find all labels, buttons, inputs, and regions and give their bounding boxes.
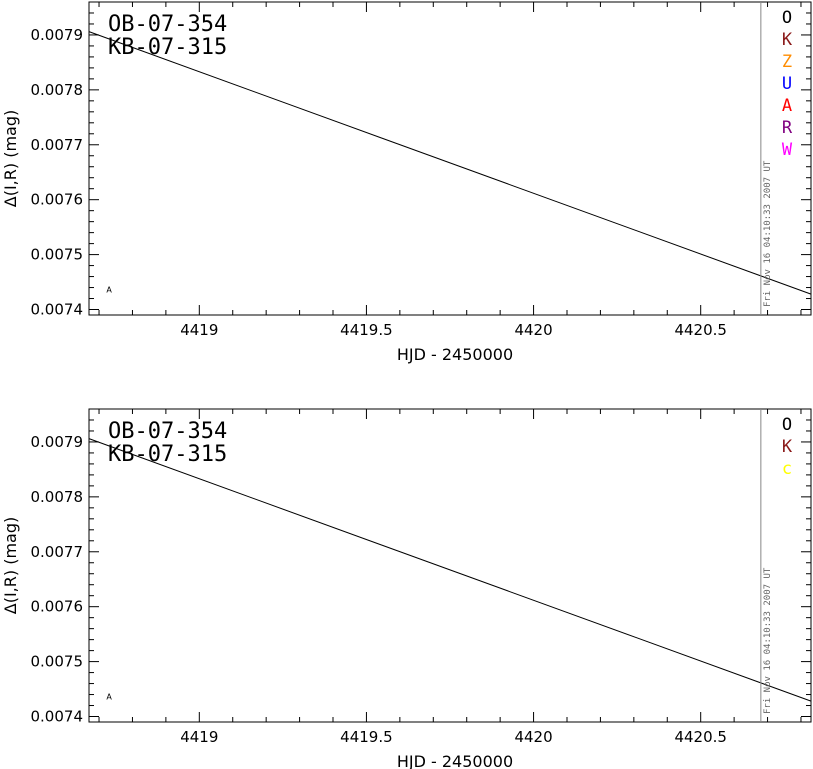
event-name-1: OB-07-354 [108,12,227,37]
chart-panel-2: 4419 4419.5 4420 4420.5 0.0074 0.0075 0.0076 0.… [1,408,812,769]
plot-frame [88,1,812,316]
legend-entry: A [782,96,792,116]
data-point-marker: A [106,692,112,701]
y-tick-label: 0.0077 [31,136,84,154]
legend-entry: U [782,74,792,94]
y-tick-label: 0.0078 [31,488,84,506]
y-tick-label: 0.0074 [31,301,84,319]
y-tick-label: 0.0077 [31,543,84,561]
legend-entry: K [782,437,793,457]
y-tick-label: 0.0079 [31,433,84,451]
plot-frame [88,408,812,723]
y-tick-label: 0.0076 [31,598,84,616]
event-name-2: KB-07-315 [108,35,227,60]
y-axis-title: Δ(I,R) (mag) [1,517,20,614]
legend-entry: c [782,459,792,479]
data-point-marker: A [106,285,112,294]
legend-entry: Z [782,52,792,72]
model-curve-line [88,438,812,702]
current-time-label: Fri Nov 16 04:10:33 2007 UT [763,160,773,307]
y-tick-label: 0.0076 [31,191,84,209]
x-tick-label: 4419 [180,321,218,339]
legend-entry: R [782,118,793,138]
x-tick-label: 4420 [514,728,552,746]
x-tick-label: 4419.5 [340,728,393,746]
y-tick-label: 0.0075 [31,246,84,264]
legend-entry: W [782,140,793,160]
x-tick-label: 4420 [514,321,552,339]
current-time-label: Fri Nov 16 04:10:33 2007 UT [763,567,773,714]
x-tick-label: 4419.5 [340,321,393,339]
chart-panel-1: 4419 4419.5 4420 4420.5 0.0074 0.0075 0.0076 0.… [1,1,812,364]
event-name-2: KB-07-315 [108,442,227,467]
y-tick-label: 0.0075 [31,653,84,671]
y-tick-label: 0.0074 [31,708,84,726]
legend-entry: K [782,30,793,50]
x-tick-label: 4419 [180,728,218,746]
legend-entry: O [782,415,792,435]
x-tick-label: 4420.5 [674,321,727,339]
event-name-1: OB-07-354 [108,419,227,444]
y-axis-title: Δ(I,R) (mag) [1,110,20,207]
legend-entry: O [782,8,792,28]
y-tick-label: 0.0078 [31,81,84,99]
y-tick-label: 0.0079 [31,26,84,44]
x-axis-title: HJD - 2450000 [397,752,513,769]
x-tick-label: 4420.5 [674,728,727,746]
model-curve-line [88,31,812,295]
x-axis-title: HJD - 2450000 [397,345,513,364]
